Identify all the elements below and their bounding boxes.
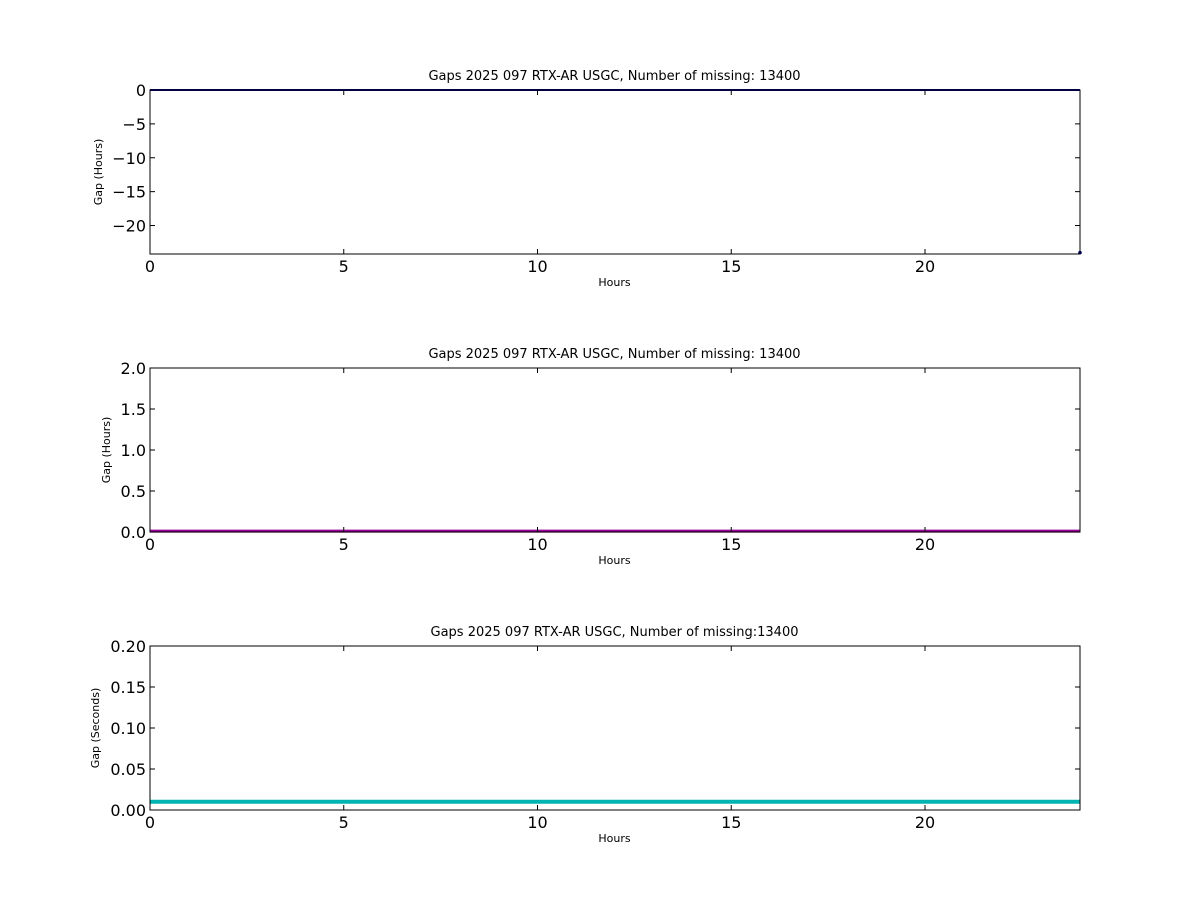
chart-panel-1: Gaps 2025 097 RTX-AR USGC, Number of mis… (92, 69, 1082, 289)
chart-panel-3: Gaps 2025 097 RTX-AR USGC, Number of mis… (89, 625, 1081, 845)
chart-2-x-tick-label: 10 (527, 535, 547, 554)
chart-1-y-tick-label: −15 (112, 183, 146, 202)
chart-3-x-tick-label: 0 (145, 813, 155, 832)
chart-3-y-tick-label: 0.15 (110, 678, 146, 697)
chart-3-y-tick-label: 0.20 (110, 637, 146, 656)
chart-1-x-axis-label: Hours (598, 276, 630, 289)
chart-2-x-tick-label: 15 (721, 535, 741, 554)
chart-1-x-tick-label: 0 (145, 257, 155, 276)
chart-2-y-tick-label: 2.0 (121, 359, 146, 378)
chart-1-title: Gaps 2025 097 RTX-AR USGC, Number of mis… (428, 69, 800, 84)
chart-2-x-tick-label: 0 (145, 535, 155, 554)
chart-1-x-tick-label: 20 (915, 257, 935, 276)
chart-1-y-tick-label: 0 (136, 81, 146, 100)
chart-3-x-axis-label: Hours (598, 832, 630, 845)
chart-3-y-tick-label: 0.00 (110, 801, 146, 820)
chart-3-x-tick-label: 10 (527, 813, 547, 832)
chart-1-x-tick-label: 15 (721, 257, 741, 276)
chart-3-title: Gaps 2025 097 RTX-AR USGC, Number of mis… (431, 625, 799, 640)
chart-2-title: Gaps 2025 097 RTX-AR USGC, Number of mis… (428, 347, 800, 362)
chart-3-y-tick-label: 0.05 (110, 760, 146, 779)
chart-3-x-tick-label: 20 (915, 813, 935, 832)
chart-2-y-tick-label: 1.0 (121, 441, 146, 460)
chart-2-y-axis-label: Gap (Hours) (100, 417, 113, 484)
chart-2-x-axis-label: Hours (598, 554, 630, 567)
chart-1-y-tick-label: −20 (112, 217, 146, 236)
chart-3-y-axis-label: Gap (Seconds) (89, 688, 102, 769)
chart-2-y-tick-label: 0.0 (121, 523, 146, 542)
chart-1-y-tick-label: −5 (122, 115, 146, 134)
chart-3-x-tick-label: 5 (339, 813, 349, 832)
chart-2-y-tick-label: 1.5 (121, 400, 146, 419)
chart-1-axes-frame (149, 89, 1081, 255)
chart-1-y-tick-label: −10 (112, 149, 146, 168)
chart-panel-2: Gaps 2025 097 RTX-AR USGC, Number of mis… (100, 347, 1081, 567)
chart-2-x-tick-label: 20 (915, 535, 935, 554)
chart-1-x-tick-label: 5 (339, 257, 349, 276)
chart-1-y-axis-label: Gap (Hours) (92, 139, 105, 206)
chart-2-y-tick-label: 0.5 (121, 482, 146, 501)
chart-1-x-tick-label: 10 (527, 257, 547, 276)
chart-3-x-tick-label: 15 (721, 813, 741, 832)
chart-2-x-tick-label: 5 (339, 535, 349, 554)
chart-3-y-tick-label: 0.10 (110, 719, 146, 738)
